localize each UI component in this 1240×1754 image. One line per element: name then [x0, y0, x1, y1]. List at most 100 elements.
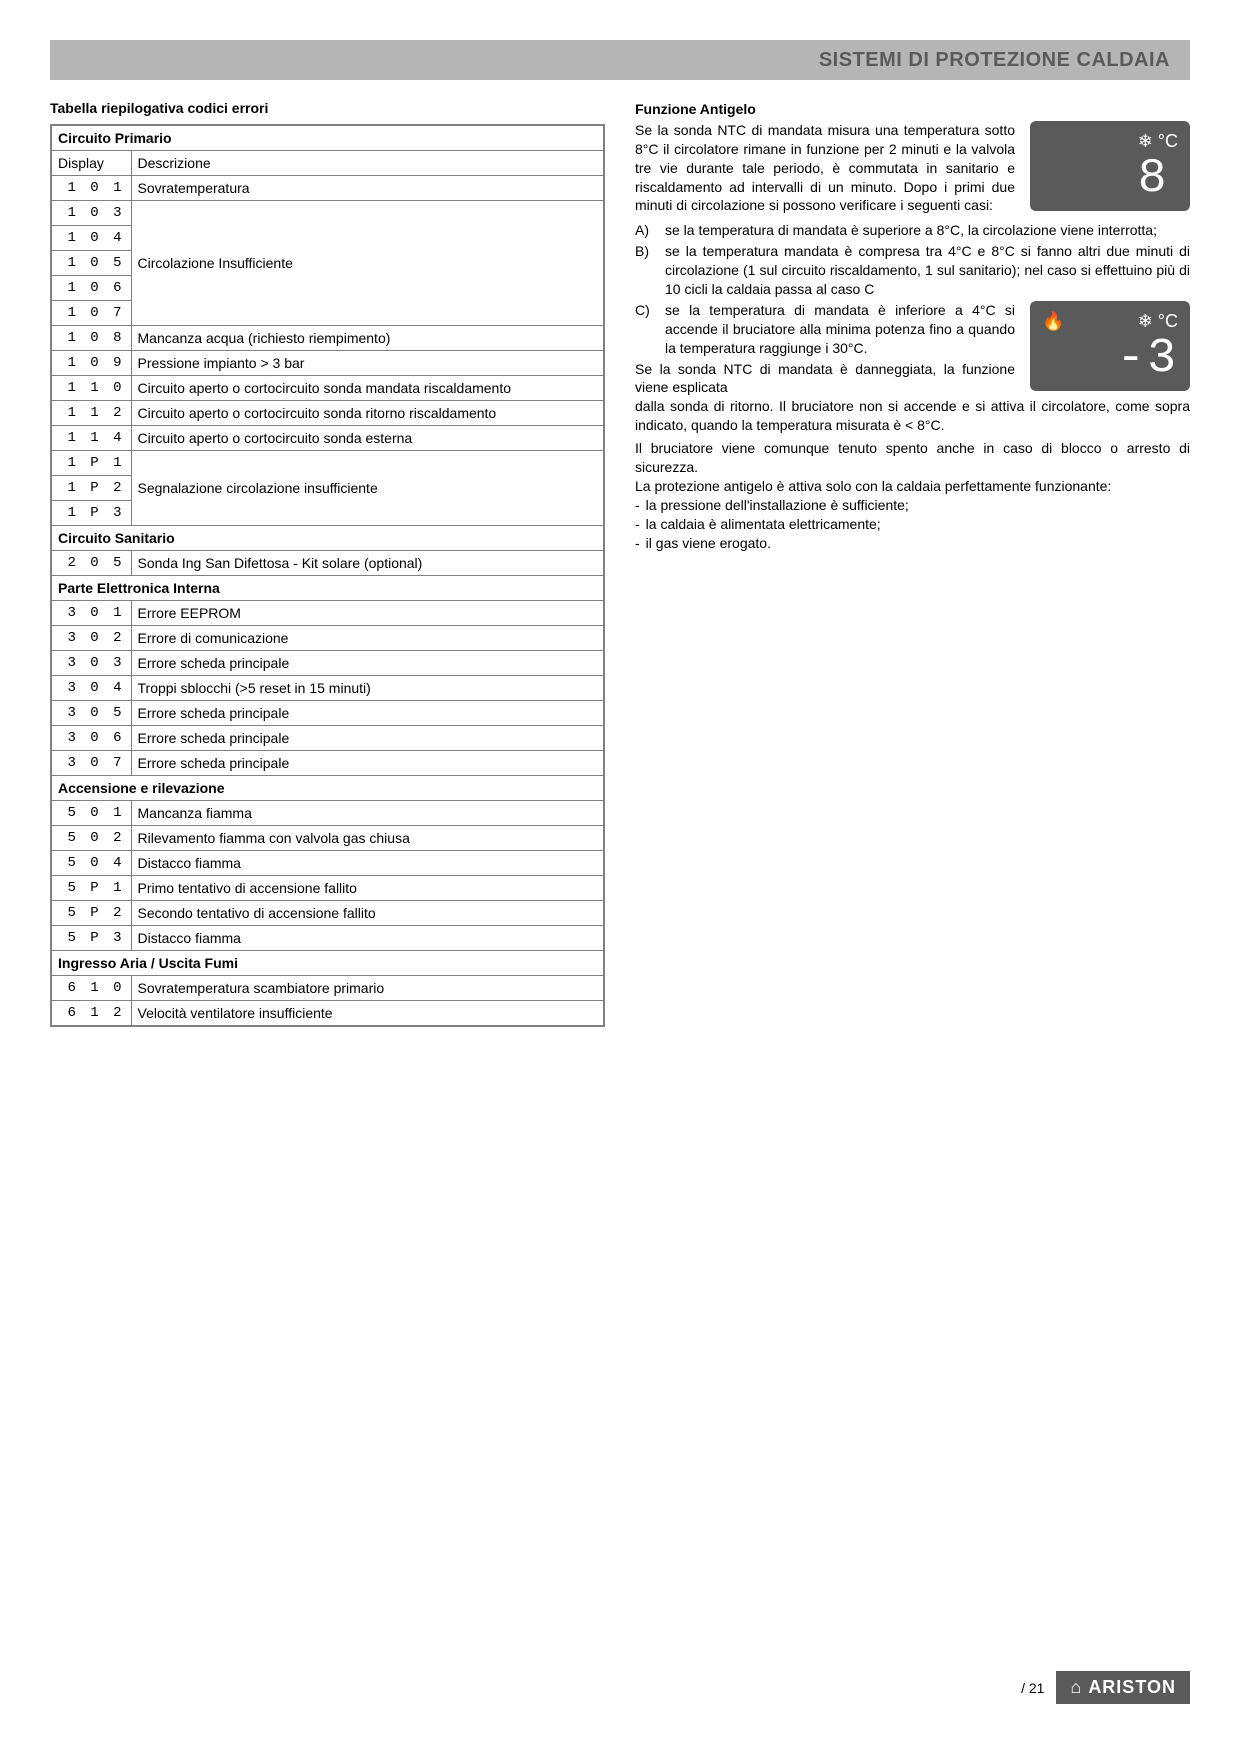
header-bar: SISTEMI DI PROTEZIONE CALDAIA	[50, 40, 1190, 80]
table-row: 1 P 1Segnalazione circolazione insuffici…	[51, 451, 604, 476]
bullet-3: -il gas viene erogato.	[635, 534, 1190, 553]
error-code: 5 0 4	[51, 851, 131, 876]
table-row: 3 0 4Troppi sblocchi (>5 reset in 15 min…	[51, 676, 604, 701]
table-row: 6 1 2Velocità ventilatore insufficiente	[51, 1001, 604, 1027]
error-code: 1 0 5	[51, 251, 131, 276]
icon2-symbols: ❄ °C	[1116, 309, 1178, 333]
error-description: Primo tentativo di accensione fallito	[131, 876, 604, 901]
error-code: 1 0 7	[51, 301, 131, 326]
column-header-row: DisplayDescrizione	[51, 151, 604, 176]
table-row: 3 0 5Errore scheda principale	[51, 701, 604, 726]
bullet-list: -la pressione dell'installazione è suffi…	[635, 496, 1190, 553]
icon1-digit: 8	[1138, 155, 1178, 203]
error-code: 3 0 7	[51, 751, 131, 776]
intro-text: Se la sonda NTC di mandata misura una te…	[635, 121, 1015, 215]
paragraph-3: La protezione antigelo è attiva solo con…	[635, 477, 1190, 496]
group-header: Ingresso Aria / Uscita Fumi	[51, 951, 604, 976]
error-code: 1 P 1	[51, 451, 131, 476]
error-code: 1 P 2	[51, 476, 131, 501]
table-row: 1 1 2Circuito aperto o cortocircuito son…	[51, 401, 604, 426]
after-text-partial-1: Se la sonda NTC di mandata è danneggiata…	[635, 360, 1015, 398]
table-row: 3 0 3Errore scheda principale	[51, 651, 604, 676]
page-number: / 21	[1021, 1680, 1044, 1696]
error-code: 3 0 3	[51, 651, 131, 676]
icon2-digit: -3	[1116, 335, 1178, 383]
case-b: B) se la temperatura mandata è compresa …	[635, 242, 1190, 299]
group-header: Accensione e rilevazione	[51, 776, 604, 801]
error-codes-table: Circuito PrimarioDisplayDescrizione1 0 1…	[50, 124, 605, 1027]
intro-block: Se la sonda NTC di mandata misura una te…	[635, 121, 1190, 215]
error-code: 1 0 4	[51, 226, 131, 251]
table-row: 1 0 3Circolazione Insufficiente	[51, 201, 604, 226]
table-row: 5 P 2Secondo tentativo di accensione fal…	[51, 901, 604, 926]
case-list: A) se la temperatura di mandata è superi…	[635, 221, 1190, 435]
error-description: Errore scheda principale	[131, 726, 604, 751]
error-description: Errore EEPROM	[131, 601, 604, 626]
brand-name: ARISTON	[1088, 1677, 1176, 1698]
bullet-2: -la caldaia è alimentata elettricamente;	[635, 515, 1190, 534]
error-code: 1 P 3	[51, 501, 131, 526]
table-row: 3 0 7Errore scheda principale	[51, 751, 604, 776]
table-row: 1 0 9Pressione impianto > 3 bar	[51, 351, 604, 376]
error-description: Mancanza fiamma	[131, 801, 604, 826]
error-code: 1 0 3	[51, 201, 131, 226]
error-code: 5 0 2	[51, 826, 131, 851]
error-description: Troppi sblocchi (>5 reset in 15 minuti)	[131, 676, 604, 701]
error-description: Sonda Ing San Difettosa - Kit solare (op…	[131, 551, 604, 576]
home-icon: ⌂	[1070, 1677, 1082, 1698]
case-c: C) se la temperatura di mandata è inferi…	[635, 301, 1015, 358]
table-row: 5 0 1Mancanza fiamma	[51, 801, 604, 826]
error-code: 1 1 4	[51, 426, 131, 451]
error-description: Distacco fiamma	[131, 926, 604, 951]
error-description: Sovratemperatura	[131, 176, 604, 201]
error-code: 5 P 2	[51, 901, 131, 926]
table-row: 6 1 0Sovratemperatura scambiatore primar…	[51, 976, 604, 1001]
after-text-partial-2: dalla sonda di ritorno. Il bruciatore no…	[635, 397, 1190, 435]
table-row: 5 P 1Primo tentativo di accensione falli…	[51, 876, 604, 901]
case-a: A) se la temperatura di mandata è superi…	[635, 221, 1190, 240]
left-column: Tabella riepilogativa codici errori Circ…	[50, 100, 605, 1027]
group-header: Circuito Primario	[51, 125, 604, 151]
error-code: 6 1 2	[51, 1001, 131, 1027]
group-header: Circuito Sanitario	[51, 526, 604, 551]
case-c-block: C) se la temperatura di mandata è inferi…	[635, 301, 1190, 397]
table-row: 3 0 2Errore di comunicazione	[51, 626, 604, 651]
table-row: 5 P 3Distacco fiamma	[51, 926, 604, 951]
display-icon-1: ❄ °C 8	[1030, 121, 1190, 211]
error-code: 1 1 0	[51, 376, 131, 401]
error-description: Sovratemperatura scambiatore primario	[131, 976, 604, 1001]
error-description: Circuito aperto o cortocircuito sonda es…	[131, 426, 604, 451]
error-description: Distacco fiamma	[131, 851, 604, 876]
error-code: 5 0 1	[51, 801, 131, 826]
right-column: Funzione Antigelo Se la sonda NTC di man…	[635, 100, 1190, 1027]
table-row: 1 1 4Circuito aperto o cortocircuito son…	[51, 426, 604, 451]
error-description: Circuito aperto o cortocircuito sonda ri…	[131, 401, 604, 426]
table-row: 1 1 0Circuito aperto o cortocircuito son…	[51, 376, 604, 401]
content-area: Tabella riepilogativa codici errori Circ…	[50, 100, 1190, 1027]
error-code: 3 0 6	[51, 726, 131, 751]
error-code: 3 0 2	[51, 626, 131, 651]
error-description: Mancanza acqua (richiesto riempimento)	[131, 326, 604, 351]
footer: / 21 ⌂ ARISTON	[1021, 1671, 1190, 1704]
table-row: 3 0 1Errore EEPROM	[51, 601, 604, 626]
table-row: 1 0 8Mancanza acqua (richiesto riempimen…	[51, 326, 604, 351]
error-code: 2 0 5	[51, 551, 131, 576]
error-description: Velocità ventilatore insufficiente	[131, 1001, 604, 1027]
error-code: 1 0 9	[51, 351, 131, 376]
error-description: Circolazione Insufficiente	[131, 201, 604, 326]
antifreeze-title: Funzione Antigelo	[635, 100, 1190, 119]
brand-logo: ⌂ ARISTON	[1056, 1671, 1190, 1704]
error-description: Secondo tentativo di accensione fallito	[131, 901, 604, 926]
error-code: 1 1 2	[51, 401, 131, 426]
display-icon-2: 🔥 ❄ °C -3	[1030, 301, 1190, 391]
error-code: 1 0 6	[51, 276, 131, 301]
table-row: 5 0 4Distacco fiamma	[51, 851, 604, 876]
group-header: Parte Elettronica Interna	[51, 576, 604, 601]
error-description: Errore scheda principale	[131, 651, 604, 676]
table-row: 5 0 2Rilevamento fiamma con valvola gas …	[51, 826, 604, 851]
error-description: Errore scheda principale	[131, 751, 604, 776]
table-row: 2 0 5Sonda Ing San Difettosa - Kit solar…	[51, 551, 604, 576]
error-code: 1 0 8	[51, 326, 131, 351]
error-code: 3 0 5	[51, 701, 131, 726]
error-description: Errore scheda principale	[131, 701, 604, 726]
